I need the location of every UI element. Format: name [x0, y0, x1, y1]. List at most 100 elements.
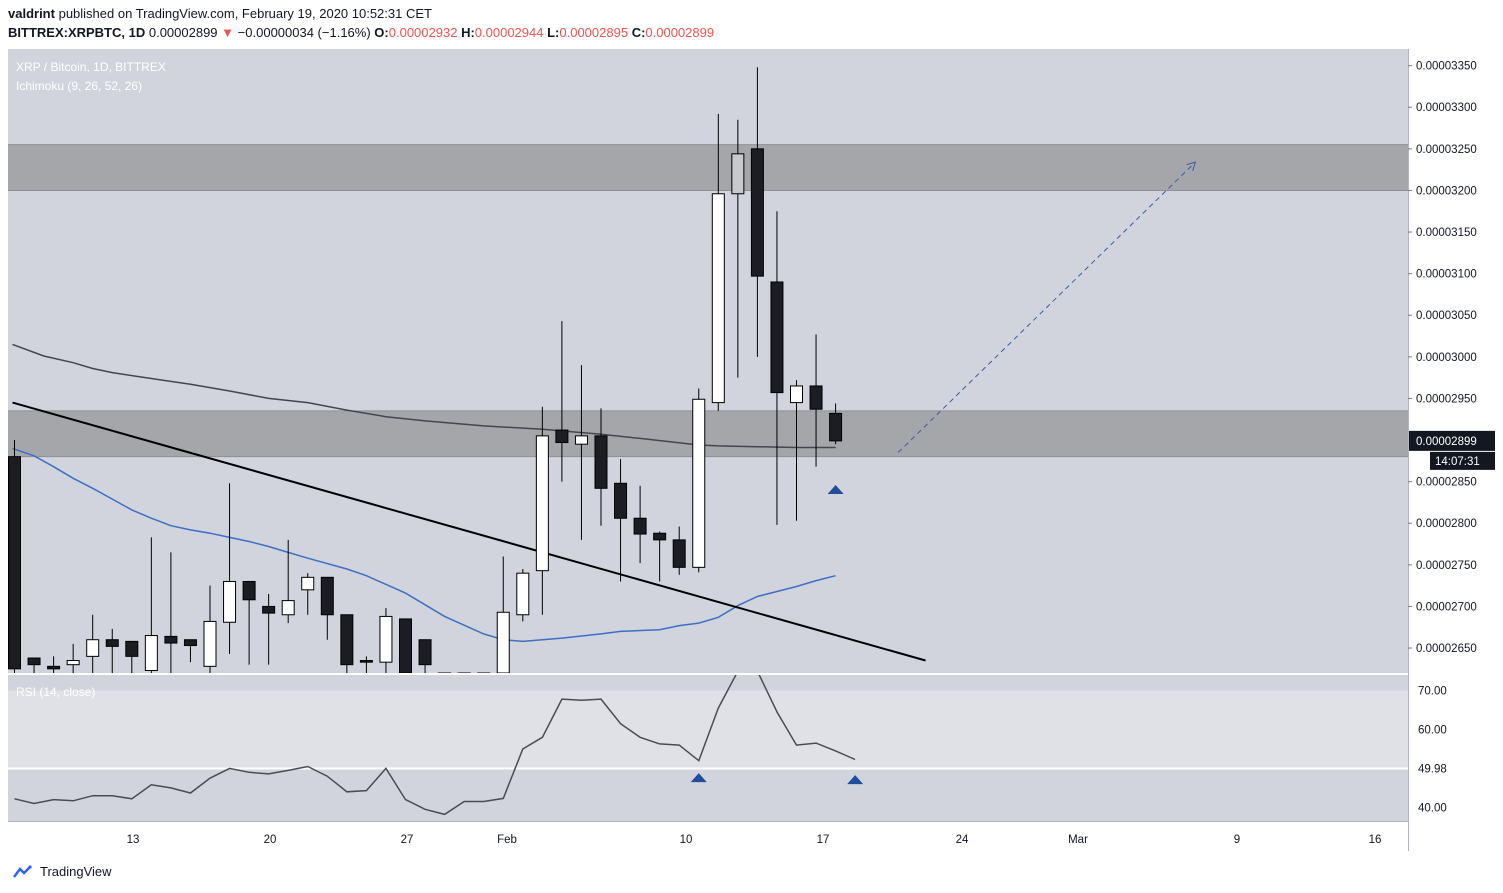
rsi-current-badge — [1409, 759, 1461, 778]
price-tick-label: 0.00002800 — [1416, 518, 1477, 530]
candle-body-down — [183, 639, 197, 647]
candle-body-up — [516, 572, 530, 616]
candle-body-down — [633, 517, 647, 535]
candle-body-up — [203, 620, 217, 667]
descending-trendline[interactable] — [12, 401, 926, 662]
high-value: 0.00002944 — [474, 25, 544, 40]
candle[interactable] — [790, 380, 803, 521]
candle[interactable] — [750, 67, 764, 357]
candle[interactable] — [731, 119, 745, 378]
candle[interactable] — [320, 576, 334, 640]
tradingview-brand: TradingView — [40, 864, 112, 879]
rsi-up-arrow-icon[interactable] — [847, 775, 864, 785]
candle-body-down — [555, 429, 569, 444]
author-name[interactable]: valdrint — [8, 6, 55, 21]
candle[interactable] — [164, 552, 178, 673]
candle[interactable] — [262, 593, 276, 665]
candle[interactable] — [614, 459, 628, 582]
ma-long-line[interactable] — [12, 343, 836, 449]
rsi-line[interactable] — [14, 671, 856, 816]
rsi-tick-label: 60.00 — [1418, 725, 1447, 737]
indicator-legend[interactable]: Ichimoku (9, 26, 52, 26) — [16, 79, 142, 93]
published-text: published on TradingView.com, February 1… — [58, 6, 432, 21]
time-tick-label: 17 — [817, 834, 830, 846]
candle-body-down — [164, 635, 178, 644]
symbol-info: BITTREX:XRPBTC, 1D 0.00002899 ▼ −0.00000… — [8, 25, 714, 40]
time-tick-label: Mar — [1068, 834, 1088, 846]
candle[interactable] — [223, 483, 237, 654]
candle-body-down — [47, 665, 61, 670]
arrow-head-icon — [1186, 161, 1197, 171]
candle[interactable] — [770, 211, 784, 525]
candle-body-down — [770, 281, 784, 394]
candle[interactable] — [711, 113, 725, 411]
time-tick-label: 24 — [956, 834, 969, 846]
candle[interactable] — [535, 406, 549, 615]
candle[interactable] — [399, 618, 412, 673]
candle[interactable] — [653, 531, 667, 582]
candle-body-down — [829, 412, 843, 442]
candle[interactable] — [340, 614, 354, 673]
countdown-badge — [1430, 451, 1495, 470]
up-arrow-icon[interactable] — [827, 484, 844, 494]
candle-body-down — [399, 618, 412, 673]
open-value: 0.00002932 — [388, 25, 458, 40]
candle[interactable] — [555, 321, 569, 482]
candle[interactable] — [594, 408, 608, 526]
target-arrow-line[interactable] — [897, 161, 1196, 453]
candle[interactable] — [105, 628, 119, 673]
candle-body-down — [125, 640, 139, 657]
candle-body-down — [340, 614, 354, 666]
candle[interactable] — [27, 657, 41, 673]
candle[interactable] — [379, 608, 393, 673]
candle[interactable] — [516, 569, 530, 622]
candle[interactable] — [66, 643, 80, 673]
candle[interactable] — [692, 388, 706, 573]
chart-title: XRP / Bitcoin, 1D, BITTREX — [16, 60, 166, 74]
candle-body-up — [379, 615, 393, 663]
price-tick-label: 0.00003150 — [1416, 227, 1477, 239]
time-tick-label: 13 — [127, 834, 140, 846]
rsi-current-label: 49.98 — [1418, 763, 1447, 775]
tradingview-logo[interactable]: TradingView — [10, 864, 112, 879]
rsi-tick-label: 70.00 — [1418, 686, 1447, 698]
rsi-legend[interactable]: RSI (14, close) — [16, 685, 95, 699]
time-tick-label: Feb — [497, 834, 517, 846]
candle[interactable] — [144, 537, 158, 673]
open-label: O: — [374, 25, 389, 40]
candle[interactable] — [496, 556, 510, 673]
time-tick-label: 20 — [264, 834, 277, 846]
resistance-zone-0[interactable] — [8, 144, 1408, 191]
candle-body-down — [262, 605, 276, 614]
candle[interactable] — [281, 539, 295, 624]
countdown-label: 14:07:31 — [1435, 456, 1480, 468]
resistance-zone-1[interactable] — [8, 410, 1408, 457]
candle[interactable] — [301, 573, 315, 615]
candle-body-up — [790, 385, 803, 404]
candle[interactable] — [203, 585, 217, 673]
candle[interactable] — [574, 365, 588, 540]
ma-short-line[interactable] — [12, 447, 836, 643]
candle[interactable] — [633, 485, 647, 564]
candle[interactable] — [242, 580, 256, 665]
candle[interactable] — [672, 526, 686, 575]
main-pane-bg[interactable] — [8, 49, 1408, 673]
candle[interactable] — [8, 440, 21, 673]
candle[interactable] — [183, 639, 197, 663]
candle-body-down — [614, 482, 628, 519]
candle[interactable] — [418, 639, 432, 673]
candle-body-up — [496, 611, 510, 673]
candle[interactable] — [829, 403, 843, 445]
candle-body-up — [66, 660, 80, 666]
rsi-up-arrow-icon[interactable] — [690, 773, 707, 783]
candle[interactable] — [359, 656, 373, 673]
candle[interactable] — [47, 656, 61, 673]
price-tick-label: 0.00002750 — [1416, 560, 1477, 572]
candle[interactable] — [809, 334, 823, 467]
time-tick-label: 16 — [1369, 834, 1382, 846]
candle-body-up — [144, 635, 158, 672]
current-price-badge[interactable] — [1409, 430, 1495, 451]
candle[interactable] — [86, 614, 100, 673]
candle[interactable] — [125, 640, 139, 673]
